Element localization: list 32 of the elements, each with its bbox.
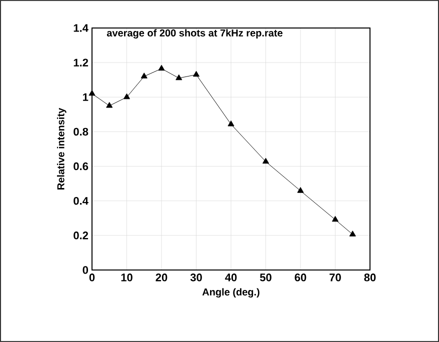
- y-tick-label: 1.2: [74, 58, 88, 66]
- y-tick-label: 1: [83, 93, 88, 101]
- x-tick-label: 60: [294, 274, 306, 282]
- x-axis-title: Angle (deg.): [202, 288, 260, 298]
- y-tick-label: 0.8: [74, 128, 88, 136]
- x-tick-label: 20: [156, 274, 168, 282]
- point: [349, 230, 356, 236]
- x-tick-label: 70: [330, 274, 341, 282]
- point: [297, 187, 304, 193]
- y-tick-label: 0.2: [74, 232, 88, 240]
- point: [192, 70, 200, 77]
- point: [88, 90, 96, 96]
- chart-title: average of 200 shots at 7kHz rep.rate: [106, 29, 282, 39]
- x-tick-label: 30: [190, 274, 202, 282]
- y-tick-label: 0.4: [74, 196, 88, 205]
- point: [262, 158, 270, 164]
- y-tick-label: 0: [82, 266, 88, 274]
- x-tick-label: 40: [225, 274, 237, 282]
- x-tick-label: 50: [260, 274, 272, 282]
- point: [106, 102, 113, 108]
- point: [228, 120, 234, 126]
- y-axis-title: Relative intensity: [56, 108, 66, 190]
- point: [140, 72, 148, 78]
- point: [332, 216, 339, 222]
- x-tick-label: 10: [121, 274, 132, 282]
- x-tick-label: 80: [364, 274, 376, 282]
- point: [176, 74, 182, 80]
- point: [158, 64, 165, 71]
- x-tick-label: 0: [89, 274, 95, 282]
- y-tick-label: 0.6: [74, 162, 88, 170]
- y-tick-label: 1.4: [74, 24, 88, 32]
- point: [123, 93, 130, 100]
